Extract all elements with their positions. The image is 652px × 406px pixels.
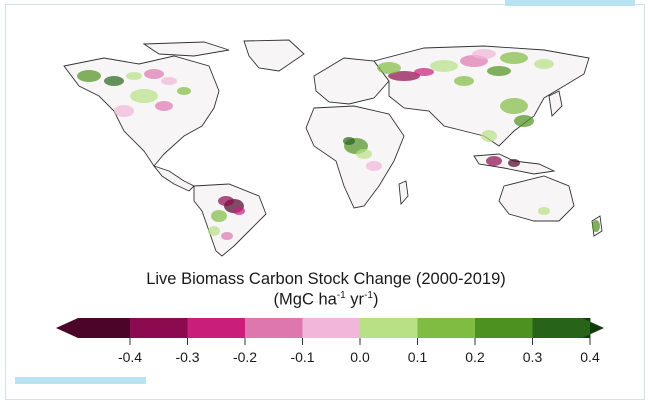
map-data-patch	[221, 232, 233, 240]
colorbar-tick-label: -0.2	[233, 349, 257, 365]
map-data-patch	[366, 161, 382, 171]
map-data-patch	[211, 210, 227, 222]
colorbar-tick-label: 0.1	[408, 349, 428, 365]
map-data-patch	[161, 77, 177, 85]
map-data-patch	[414, 68, 434, 76]
map-data-patch	[481, 130, 497, 142]
continent-japan	[548, 90, 563, 117]
map-data-patch	[233, 207, 245, 215]
map-data-patch	[514, 115, 534, 127]
colorbar-bin	[302, 318, 361, 338]
map-data-patch	[155, 101, 173, 111]
map-data-patch	[356, 149, 372, 159]
colorbar-tick-label: -0.4	[118, 349, 142, 365]
colorbar: -0.4 -0.3 -0.2 -0.1 0.0 0.1 0.2 0.3 0.4	[56, 318, 604, 365]
figure-frame	[5, 4, 645, 400]
colorbar-tick-label: 0.3	[523, 349, 543, 365]
map-data-patch	[343, 137, 355, 145]
colorbar-tick-label: -0.1	[290, 349, 314, 365]
map-data-patch	[377, 62, 401, 74]
accent-bar-bottom	[15, 377, 146, 384]
continent-central-america	[152, 165, 195, 192]
map-data-patch	[104, 76, 124, 86]
chart-units: (MgC ha-1 yr-1)	[273, 290, 379, 309]
map-data-patch	[388, 71, 420, 81]
colorbar-bin	[56, 318, 130, 338]
continent-europe	[313, 57, 390, 105]
colorbar-bin	[582, 318, 604, 338]
colorbar-bin	[360, 318, 418, 338]
continent-africa	[305, 105, 405, 209]
colorbar-bin	[130, 318, 188, 338]
map-data-patch	[487, 66, 511, 76]
colorbar-tick-label: -0.3	[175, 349, 199, 365]
map-data-patch	[534, 59, 554, 69]
map-data-patch	[126, 72, 142, 80]
continent-arctic-islands	[142, 41, 230, 57]
map-data-patch	[472, 49, 496, 59]
world-map	[63, 39, 603, 257]
map-data-patch	[177, 87, 191, 95]
colorbar-bin	[187, 318, 246, 338]
map-data-patch	[454, 76, 474, 86]
continent-greenland	[243, 39, 305, 72]
map-data-patch	[218, 196, 234, 206]
map-data-patch	[538, 207, 550, 215]
map-data-patch	[500, 52, 528, 64]
map-data-patch	[114, 105, 134, 117]
colorbar-tick-label: 0.0	[350, 349, 370, 365]
colorbar-bin	[417, 318, 476, 338]
map-data-patch	[208, 226, 220, 236]
map-data-patch	[508, 159, 520, 167]
chart-title: Live Biomass Carbon Stock Change (2000-2…	[146, 270, 506, 288]
map-data-patch	[486, 156, 502, 166]
map-data-patch	[144, 69, 164, 79]
continent-madagascar	[398, 180, 409, 206]
map-data-patch	[592, 220, 600, 232]
map-data-patch	[130, 89, 158, 103]
colorbar-bin	[475, 318, 533, 338]
continent-north-america	[63, 55, 220, 167]
map-data-patch	[430, 60, 458, 72]
continent-australia	[498, 175, 575, 222]
colorbar-tick-label: 0.4	[580, 349, 600, 365]
map-data-patch	[500, 98, 528, 114]
colorbar-bin	[532, 318, 591, 338]
colorbar-tick-label: 0.2	[465, 349, 485, 365]
colorbar-bin	[245, 318, 303, 338]
map-data-layer	[77, 49, 600, 240]
map-data-patch	[77, 70, 101, 82]
continent-south-america	[193, 183, 267, 257]
accent-bar-top	[505, 0, 635, 6]
